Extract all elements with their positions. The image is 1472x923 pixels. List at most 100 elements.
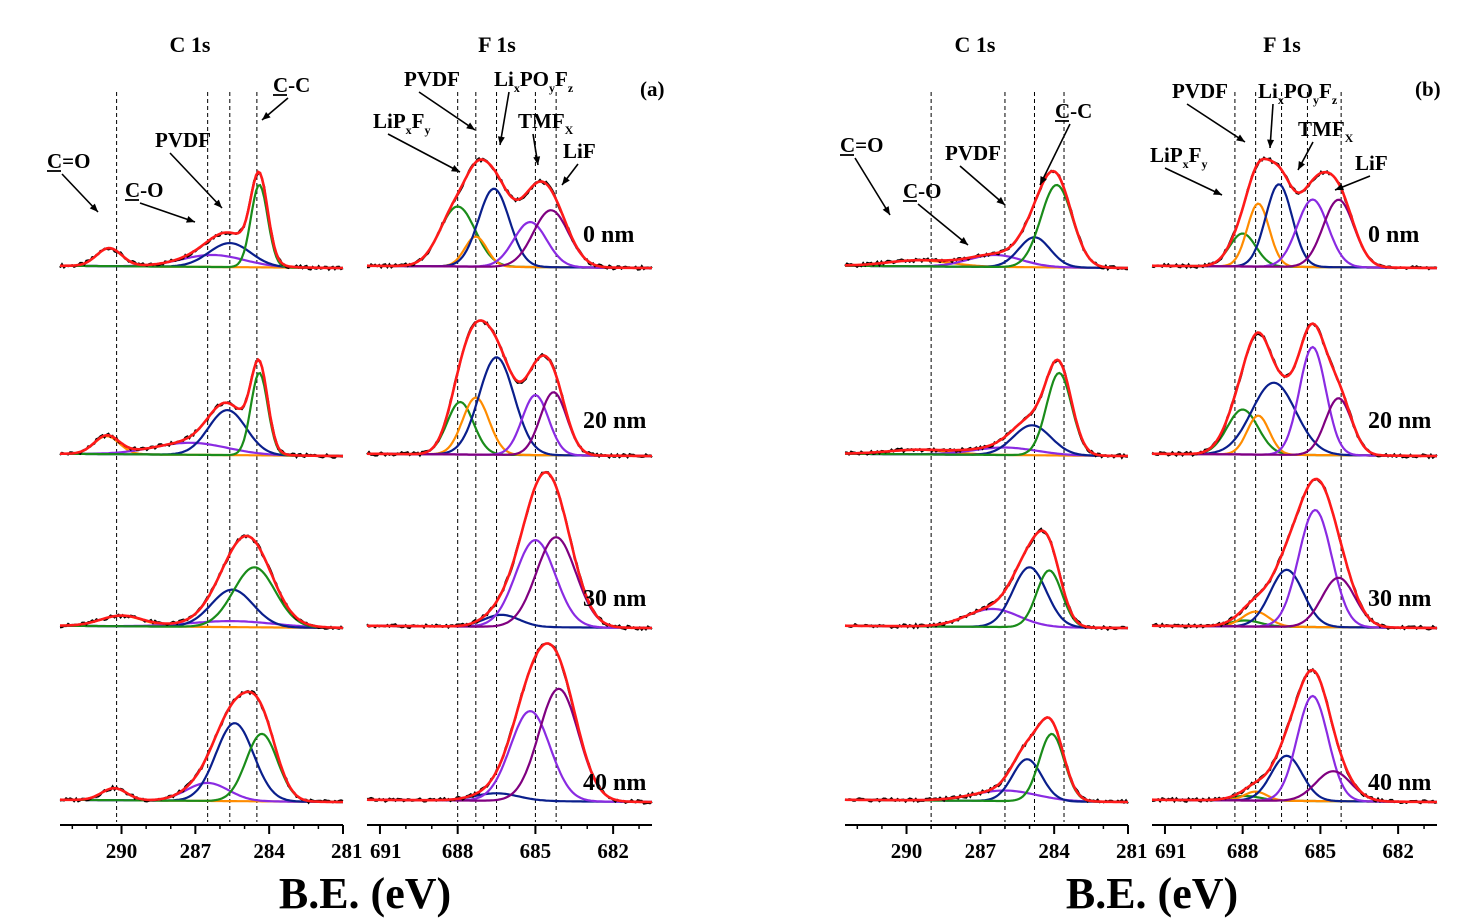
depth-label: 20 nm xyxy=(1368,408,1431,434)
x-axis: 691 688 685 682 xyxy=(1152,824,1437,863)
envelope-curve xyxy=(844,169,1128,270)
arrow-head xyxy=(497,136,505,145)
envelope-curve xyxy=(366,158,652,270)
arrow-head xyxy=(1298,161,1306,170)
svg-text:LixPOyFz: LixPOyFz xyxy=(494,67,574,95)
tick-label: 682 xyxy=(597,839,629,863)
arrow-head xyxy=(1267,139,1275,148)
label-pvdf: PVDF xyxy=(1172,79,1246,143)
arrow-head xyxy=(959,237,968,245)
svg-text:C-O: C-O xyxy=(125,178,164,202)
arrow-head xyxy=(213,199,222,208)
x-axis: 290 287 284 281 xyxy=(60,824,363,863)
spectrum-20nm xyxy=(844,358,1128,460)
depth-label: 40 nm xyxy=(1368,770,1431,796)
depth-label: 30 nm xyxy=(583,586,646,612)
label-c-c: C-C xyxy=(1039,99,1092,186)
tick-label: 290 xyxy=(106,839,138,863)
tick-label: 281 xyxy=(331,839,363,863)
label-arrow xyxy=(61,173,99,213)
arrow-head xyxy=(186,215,195,223)
label-lixpoyfz: LixPOyFz xyxy=(494,67,574,146)
panel-a: C 1s 290 287 284 281 C=O C-O PVDF C-C F 1s 0 nm 20 … xyxy=(47,32,665,918)
svg-text:PVDF: PVDF xyxy=(404,67,460,91)
label-c-o: C-O xyxy=(125,178,196,223)
envelope-curve xyxy=(60,534,343,630)
svg-text:LixPOyFz: LixPOyFz xyxy=(1258,79,1338,107)
region-f-1s: F 1s 0 nm 20 nm 30 nm 40 nm 691 688 685 682 LiPxF… xyxy=(1150,32,1438,863)
label-pvdf: PVDF xyxy=(404,67,476,131)
label-c-c: C-C xyxy=(261,73,310,121)
svg-text:LiPxFy: LiPxFy xyxy=(373,109,431,137)
spectrum-30nm xyxy=(844,527,1129,632)
spectrum-30nm xyxy=(59,534,344,631)
svg-text:C-C: C-C xyxy=(273,73,310,97)
region-title: C 1s xyxy=(955,32,996,57)
tick-label: 691 xyxy=(1155,839,1187,863)
arrow-head xyxy=(562,176,570,185)
envelope-curve xyxy=(1151,322,1437,458)
spectrum-20nm xyxy=(59,357,344,460)
experimental-curve xyxy=(367,156,653,271)
region-title: F 1s xyxy=(478,32,516,57)
region-f-1s: F 1s 0 nm 20 nm 30 nm 40 nm 691 688 685 682 LiPxF… xyxy=(366,32,653,863)
tick-label: 290 xyxy=(891,839,923,863)
region-title: C 1s xyxy=(170,32,211,57)
envelope-curve xyxy=(844,358,1128,458)
region-title: F 1s xyxy=(1263,32,1301,57)
experimental-curve xyxy=(1151,156,1438,271)
x-axis-title: B.E. (eV) xyxy=(1066,869,1238,918)
label-tmfx: TMFX xyxy=(1297,117,1354,171)
panel-label: (a) xyxy=(640,77,665,101)
tick-label: 284 xyxy=(1038,839,1070,863)
arrow-head xyxy=(533,156,541,165)
component-curve-pvdf xyxy=(60,722,343,804)
label-arrow xyxy=(418,91,476,131)
tick-label: 284 xyxy=(253,839,285,863)
component-curve-pvdf xyxy=(845,758,1128,804)
spectrum-0nm xyxy=(844,169,1128,272)
arrow-head xyxy=(262,111,271,120)
tick-label: 682 xyxy=(1382,839,1414,863)
x-axis-title: B.E. (eV) xyxy=(279,869,451,918)
spectrum-20nm: 20 nm xyxy=(1151,322,1438,460)
tick-label: 688 xyxy=(1227,839,1259,863)
arrow-head xyxy=(1040,176,1047,185)
tick-label: 685 xyxy=(520,839,552,863)
spectrum-0nm: 0 nm xyxy=(366,156,653,271)
panel-label: (b) xyxy=(1415,77,1441,101)
envelope-curve xyxy=(59,170,343,270)
label-arrow xyxy=(854,157,891,216)
x-axis: 691 688 685 682 xyxy=(367,824,652,863)
label-c-o: C=O xyxy=(840,133,891,216)
envelope-curve xyxy=(844,716,1128,804)
spectrum-40nm xyxy=(844,716,1129,805)
depth-label: 40 nm xyxy=(583,770,646,796)
tick-label: 287 xyxy=(180,839,212,863)
label-lif: LiF xyxy=(561,139,596,186)
arrow-head xyxy=(89,203,98,212)
tick-label: 287 xyxy=(965,839,997,863)
label-tmfx: TMFX xyxy=(518,109,574,166)
depth-label: 0 nm xyxy=(583,222,634,248)
depth-label: 0 nm xyxy=(1368,222,1419,248)
envelope-curve xyxy=(59,690,343,804)
label-arrow xyxy=(387,133,461,173)
component-curve-lif xyxy=(367,536,652,630)
arrow-head xyxy=(1213,188,1222,195)
depth-label: 20 nm xyxy=(583,408,646,434)
label-arrow xyxy=(139,202,196,223)
arrow-head xyxy=(882,206,890,215)
spectrum-20nm: 20 nm xyxy=(366,319,653,460)
svg-text:C=O: C=O xyxy=(840,133,883,157)
envelope-curve xyxy=(60,357,343,458)
svg-text:TMFX: TMFX xyxy=(1298,117,1354,145)
svg-text:C-O: C-O xyxy=(903,179,942,203)
x-axis: 290 287 284 281 xyxy=(845,824,1148,863)
label-arrow xyxy=(499,91,510,146)
experimental-curve xyxy=(366,319,653,460)
